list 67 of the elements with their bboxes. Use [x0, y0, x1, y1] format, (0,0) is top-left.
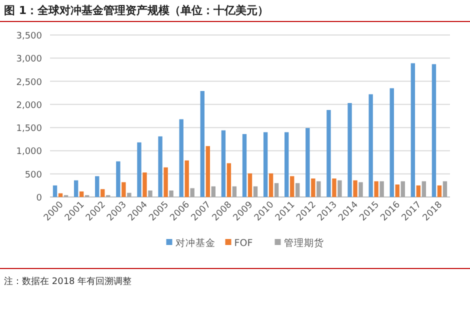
bar	[127, 192, 132, 197]
bar	[179, 119, 184, 197]
y-tick-label: 3,000	[16, 54, 42, 65]
bar	[432, 64, 436, 197]
bar	[232, 186, 237, 197]
bar	[268, 173, 274, 197]
bar	[326, 110, 331, 197]
bar	[422, 181, 426, 197]
bar	[274, 183, 279, 197]
bar	[306, 128, 310, 197]
bar	[148, 190, 152, 197]
chart-title: 图 1：全球对冲基金管理资产规模（单位：十亿美元）	[4, 4, 268, 17]
bar	[184, 160, 189, 197]
bar	[290, 176, 294, 197]
bar	[190, 188, 194, 197]
bar	[95, 176, 100, 197]
bar	[368, 94, 373, 197]
y-tick-label: 0	[36, 194, 42, 204]
y-tick-label: 1,000	[16, 147, 42, 158]
bar	[332, 178, 336, 197]
bar	[52, 185, 58, 197]
bar	[296, 183, 300, 197]
bar	[442, 181, 448, 197]
bar	[200, 91, 204, 197]
y-tick-label: 1,500	[16, 124, 42, 134]
bar	[74, 180, 78, 197]
bar	[226, 163, 232, 197]
bar	[142, 172, 147, 197]
bar	[374, 181, 378, 197]
bar	[158, 136, 162, 197]
bar	[437, 185, 442, 197]
bar	[206, 146, 210, 197]
bar	[353, 180, 358, 197]
legend-label: 管理期货	[284, 237, 324, 249]
y-tick-label: 2,500	[16, 78, 42, 88]
bar	[395, 184, 400, 197]
y-tick-label: 500	[24, 170, 42, 180]
bar	[263, 132, 268, 197]
bar	[380, 181, 384, 197]
bar	[253, 186, 258, 197]
bar	[116, 161, 120, 197]
bar	[221, 130, 226, 197]
bar	[122, 182, 126, 197]
bar	[358, 182, 363, 197]
bar	[137, 142, 142, 197]
bar	[79, 191, 84, 197]
bar	[164, 167, 168, 197]
text: 注：数据在 2018 年有回溯调整	[4, 276, 132, 287]
bar	[284, 132, 289, 197]
y-tick-label: 2,000	[16, 100, 42, 111]
bar	[400, 181, 405, 197]
bar	[316, 181, 321, 197]
y-tick-label: 3,500	[16, 32, 42, 42]
legend-label: FOF	[234, 238, 253, 249]
bar	[416, 185, 421, 197]
bar	[242, 134, 247, 197]
bar	[348, 103, 352, 197]
bar	[169, 190, 174, 197]
bar	[58, 193, 63, 197]
bar	[410, 63, 416, 197]
bar	[100, 189, 105, 197]
bar	[338, 180, 342, 197]
bar	[248, 173, 252, 197]
legend-label: 对冲基金	[175, 237, 216, 249]
bar	[211, 186, 216, 197]
bar	[311, 178, 316, 197]
bar	[390, 88, 394, 197]
